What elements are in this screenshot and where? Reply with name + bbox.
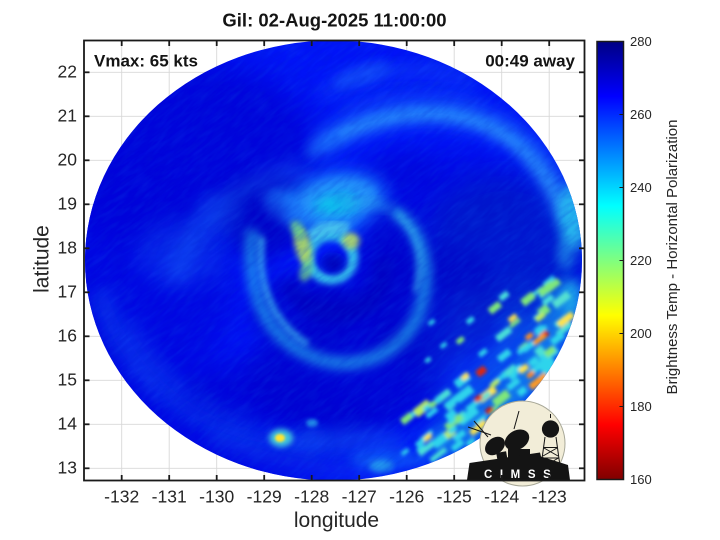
svg-text:longitude: longitude	[294, 509, 379, 532]
svg-text:-125: -125	[437, 487, 472, 507]
svg-text:220: 220	[630, 253, 652, 268]
svg-text:13: 13	[58, 458, 77, 478]
svg-text:15: 15	[58, 370, 77, 390]
svg-text:16: 16	[58, 326, 77, 346]
svg-text:14: 14	[58, 414, 78, 434]
svg-text:-131: -131	[152, 487, 187, 507]
svg-text:200: 200	[630, 326, 652, 341]
svg-text:latitude: latitude	[31, 225, 54, 293]
svg-text:160: 160	[630, 472, 652, 487]
svg-text:00:49 away: 00:49 away	[485, 52, 575, 71]
svg-text:-124: -124	[484, 487, 519, 507]
svg-text:-129: -129	[247, 487, 282, 507]
svg-text:Gil: 02-Aug-2025 11:00:00: Gil: 02-Aug-2025 11:00:00	[222, 10, 446, 31]
svg-text:21: 21	[58, 106, 77, 126]
svg-text:-130: -130	[199, 487, 234, 507]
svg-text:-127: -127	[342, 487, 377, 507]
svg-text:260: 260	[630, 107, 652, 122]
svg-text:-128: -128	[294, 487, 329, 507]
svg-text:19: 19	[58, 194, 77, 214]
svg-text:22: 22	[58, 62, 77, 82]
svg-text:17: 17	[58, 282, 77, 302]
svg-text:280: 280	[630, 34, 652, 49]
svg-text:240: 240	[630, 180, 652, 195]
svg-text:C I M S S: C I M S S	[484, 469, 553, 481]
svg-text:20: 20	[58, 150, 78, 170]
svg-text:180: 180	[630, 399, 652, 414]
svg-text:Brightness Temp - Horizontal P: Brightness Temp - Horizontal Polarizatio…	[664, 120, 681, 395]
svg-text:Vmax: 65 kts: Vmax: 65 kts	[94, 52, 198, 71]
svg-text:-126: -126	[389, 487, 424, 507]
svg-text:-132: -132	[104, 487, 139, 507]
svg-text:18: 18	[58, 238, 77, 258]
svg-text:-123: -123	[532, 487, 567, 507]
